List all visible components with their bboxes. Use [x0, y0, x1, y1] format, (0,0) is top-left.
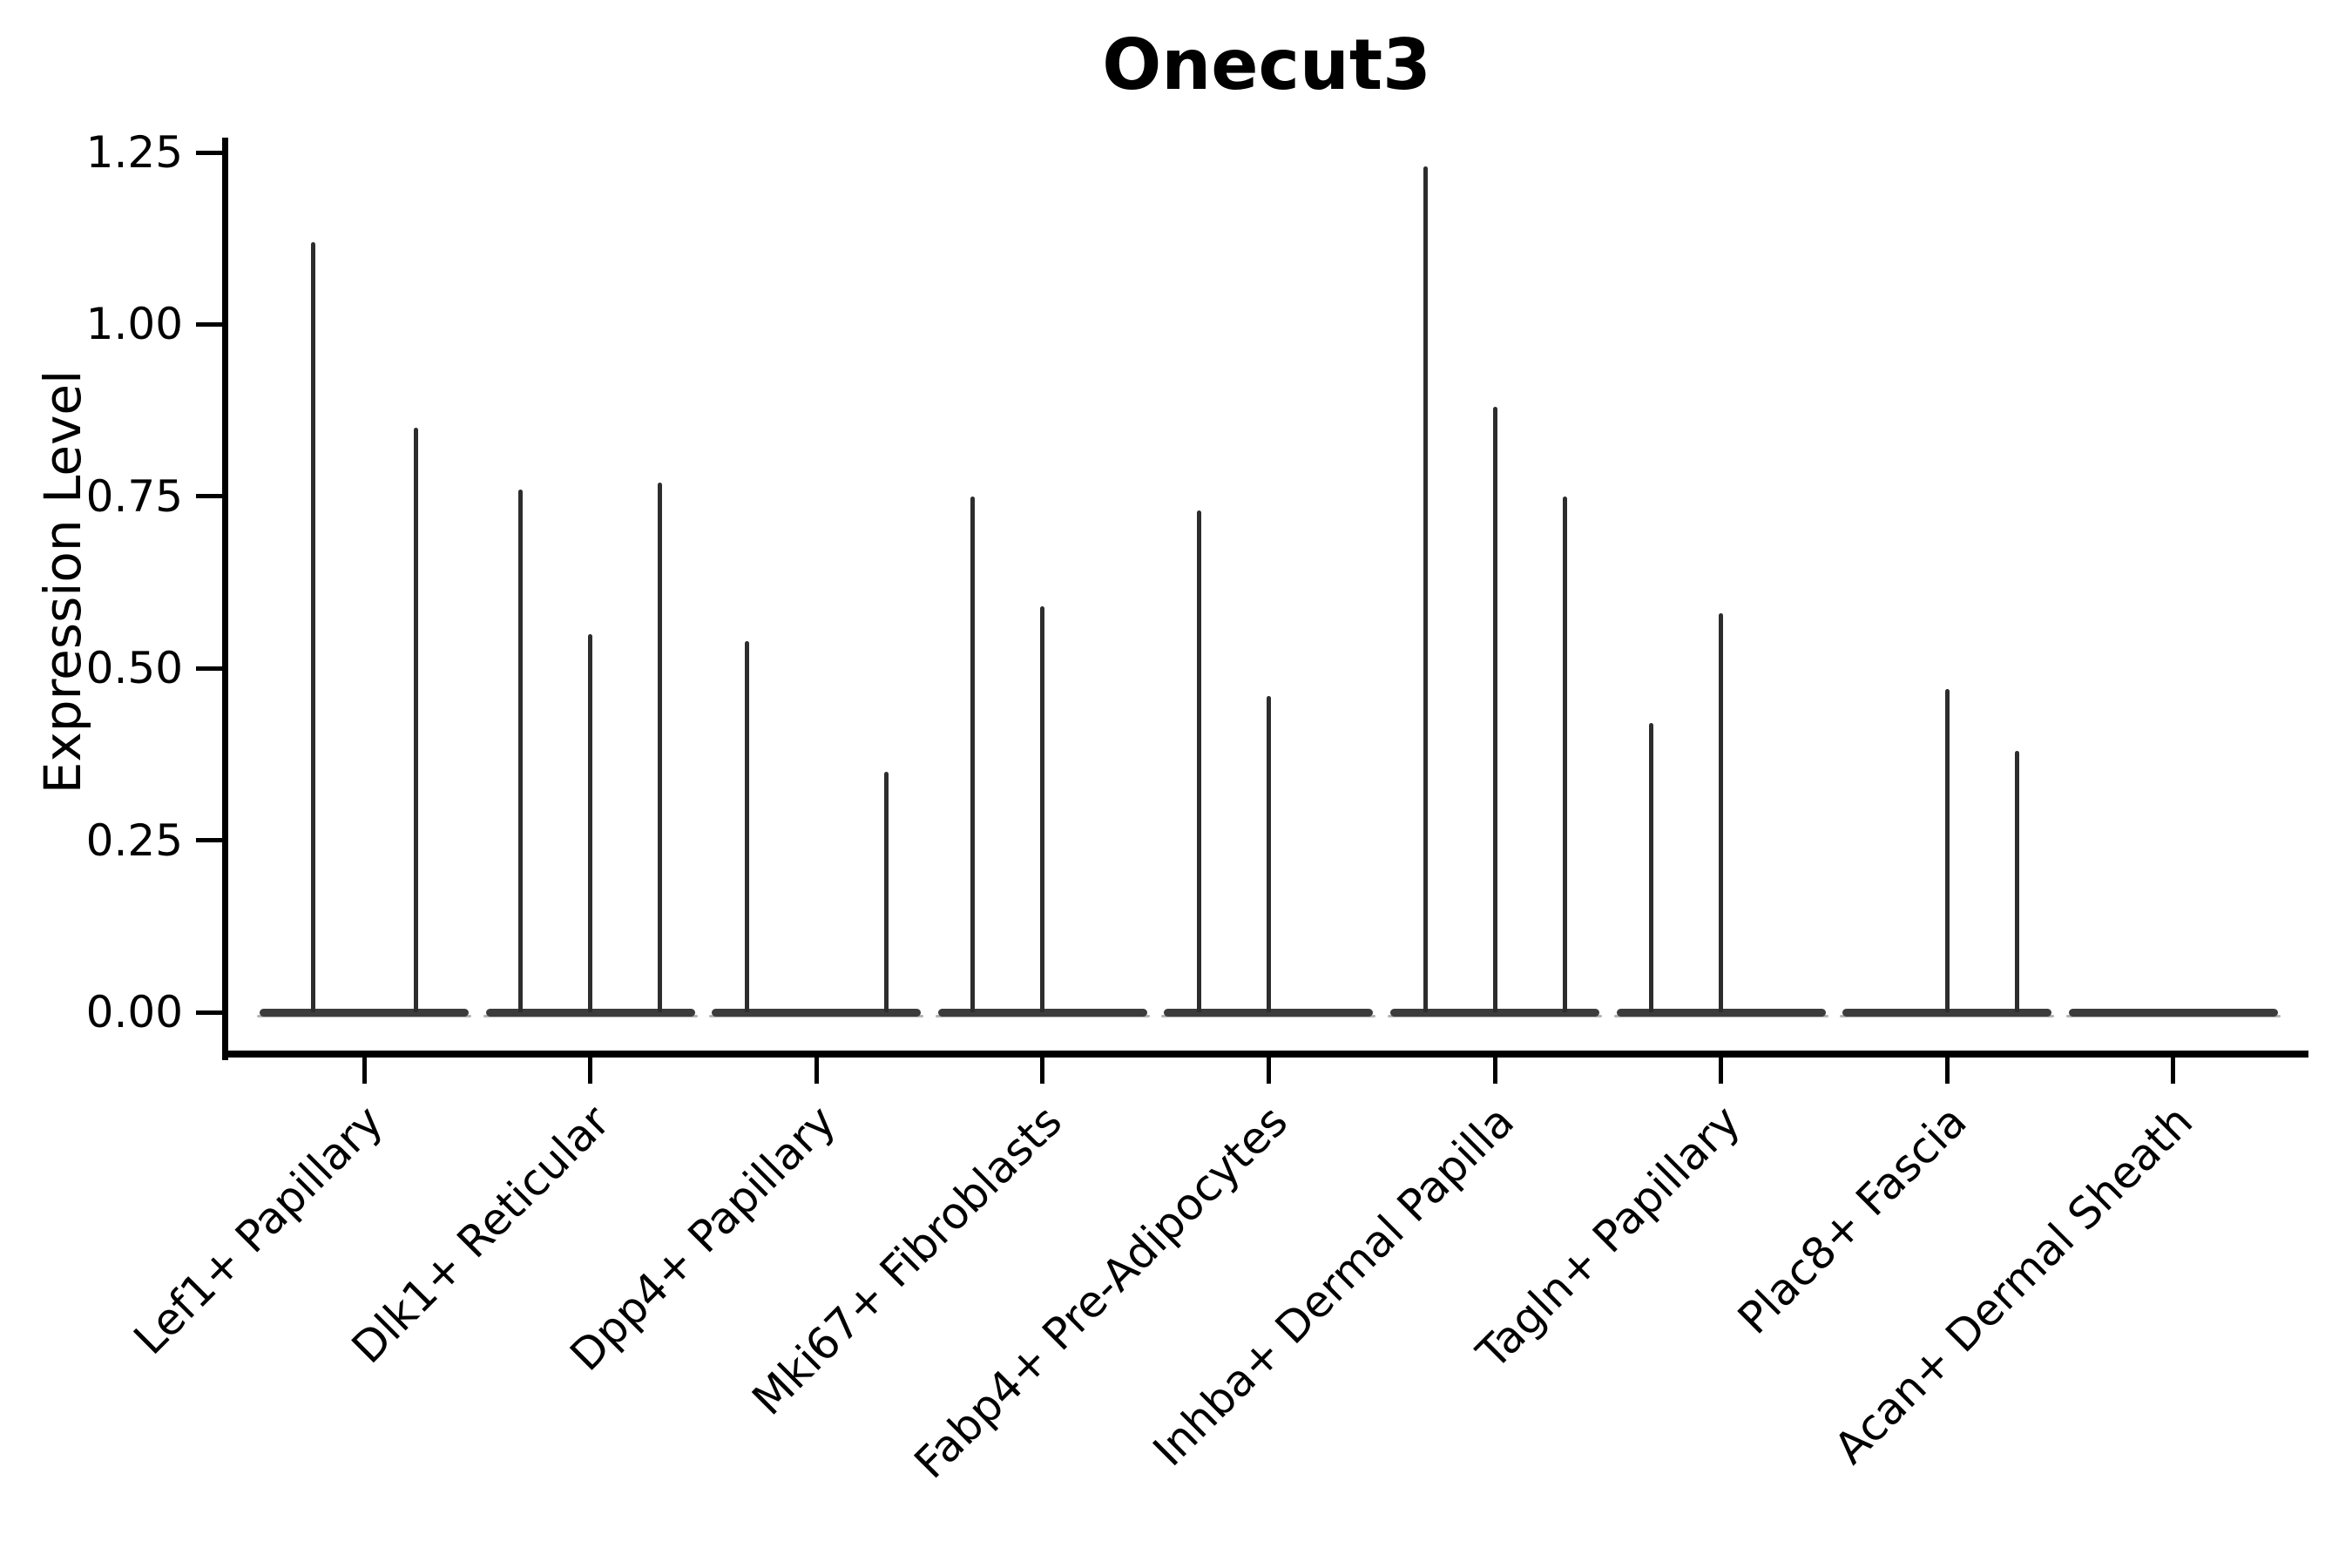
violin-spike: [2014, 750, 2019, 1012]
y-axis-title: Expression Level: [33, 369, 92, 794]
violin-spike: [310, 241, 315, 1012]
violin-spike: [1196, 510, 1201, 1012]
x-tick-mark: [1944, 1058, 1950, 1084]
violin-spike: [518, 489, 524, 1012]
violin-spike: [1562, 496, 1567, 1012]
violin-spike: [970, 496, 976, 1012]
y-tick-label: 1.25: [85, 127, 183, 178]
y-tick-mark: [196, 838, 222, 843]
violin-spike: [1649, 723, 1654, 1012]
y-tick-mark: [196, 1010, 222, 1015]
violin-baseline-shadow: [1613, 1015, 1828, 1017]
violin-baseline-shadow: [709, 1015, 924, 1017]
x-tick-mark: [2171, 1058, 2176, 1084]
x-tick-mark: [1719, 1058, 1724, 1084]
violin-baseline: [1616, 1008, 1826, 1017]
y-tick-label: 1.00: [85, 299, 183, 350]
violin-baseline-shadow: [1840, 1015, 2055, 1017]
y-tick-label: 0.50: [85, 643, 183, 694]
y-axis-spine: [222, 138, 228, 1060]
x-tick-mark: [814, 1058, 819, 1084]
chart-title: Onecut3: [1102, 24, 1431, 105]
violin-spike: [413, 427, 418, 1012]
violin-baseline: [485, 1008, 695, 1017]
violin-baseline: [1842, 1008, 2052, 1017]
y-tick-mark: [196, 494, 222, 499]
violin-spike: [1944, 688, 1950, 1012]
violin-baseline-shadow: [257, 1015, 471, 1017]
violin-spike: [744, 640, 749, 1012]
violin-baseline-shadow: [2065, 1015, 2281, 1017]
y-tick-mark: [196, 321, 222, 327]
violin-spike: [1423, 166, 1428, 1012]
violin-spike: [658, 483, 663, 1012]
y-tick-label: 0.00: [85, 987, 183, 1037]
violin-spike: [1492, 407, 1497, 1012]
violin-baseline-shadow: [483, 1015, 698, 1017]
violin-spike: [883, 771, 889, 1012]
violin-baseline: [937, 1008, 1147, 1017]
x-axis-spine: [222, 1051, 2308, 1058]
violin-baseline-shadow: [1161, 1015, 1376, 1017]
violin-spike: [1040, 606, 1045, 1012]
violin-baseline: [1164, 1008, 1374, 1017]
violin-spike: [1719, 613, 1724, 1012]
violin-baseline: [260, 1008, 469, 1017]
x-tick-mark: [588, 1058, 593, 1084]
violin-baseline: [712, 1008, 922, 1017]
x-tick-mark: [1266, 1058, 1271, 1084]
violin-spike: [1266, 695, 1271, 1012]
x-tick-mark: [1040, 1058, 1045, 1084]
violin-baseline-shadow: [1388, 1015, 1602, 1017]
y-tick-label: 0.25: [85, 814, 183, 866]
x-tick-mark: [362, 1058, 367, 1084]
violin-baseline: [1390, 1008, 1599, 1017]
y-tick-mark: [196, 150, 222, 155]
y-tick-mark: [196, 666, 222, 671]
violin-baseline: [2068, 1008, 2278, 1017]
violin-baseline-shadow: [935, 1015, 1150, 1017]
y-tick-label: 0.75: [85, 470, 183, 522]
violin-spike: [588, 633, 593, 1012]
x-tick-mark: [1492, 1058, 1497, 1084]
